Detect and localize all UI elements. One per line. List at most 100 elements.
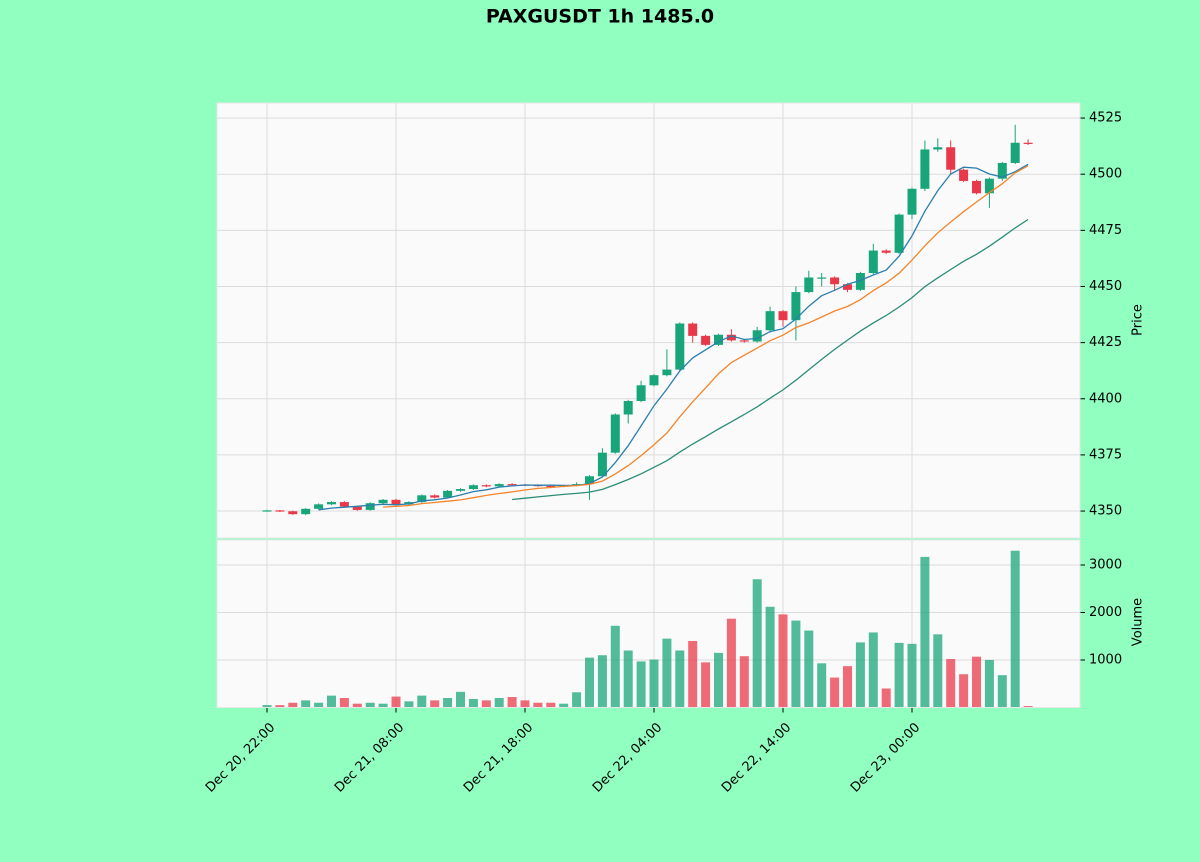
candle-body	[804, 277, 814, 293]
volume-bar	[959, 674, 969, 708]
volume-bar	[378, 703, 388, 708]
volume-axis-label: Volume	[1131, 598, 1146, 646]
candle-body	[894, 214, 904, 253]
candle-body	[481, 485, 491, 487]
volume-bar	[894, 642, 904, 708]
price-panel	[217, 103, 1080, 538]
candle-body	[726, 334, 736, 341]
candle-body	[262, 510, 272, 512]
volume-bar	[262, 705, 272, 708]
candle-body	[494, 484, 504, 487]
volume-bar	[907, 643, 917, 708]
volume-bar	[855, 642, 865, 708]
chart-title: PAXGUSDT 1h 1485.0	[486, 6, 714, 28]
candle-body	[391, 499, 401, 505]
moving-average-line	[318, 163, 1029, 511]
candle-body	[933, 147, 943, 150]
candle-body	[1023, 142, 1033, 144]
y-tick-label: 4475	[1089, 223, 1122, 238]
volume-bar	[494, 697, 504, 708]
volume-bar	[933, 634, 943, 708]
volume-bar	[572, 692, 582, 708]
volume-bar	[675, 650, 685, 708]
candle-body	[339, 502, 349, 507]
y-tick-label: 4350	[1089, 504, 1122, 519]
volume-bar	[817, 663, 827, 708]
candle-body	[623, 401, 633, 415]
volume-bar	[507, 697, 517, 708]
candle-body	[649, 375, 659, 386]
y-tick-label: 4400	[1089, 391, 1122, 406]
candle-body	[881, 250, 891, 253]
volume-bar	[339, 697, 349, 708]
y-tick-label: 4375	[1089, 447, 1122, 462]
volume-bar	[468, 698, 478, 708]
y-axis-label: Price	[1131, 304, 1146, 336]
volume-bar	[559, 703, 569, 708]
volume-bar	[804, 630, 814, 708]
y-tick-label: 4450	[1089, 279, 1122, 294]
volume-bar	[597, 655, 607, 708]
volume-bar	[430, 700, 440, 708]
volume-bar	[443, 697, 453, 708]
volume-bar	[546, 702, 556, 708]
candle-body	[752, 330, 762, 342]
candle-body	[701, 335, 711, 345]
candle-body	[868, 250, 878, 274]
price-frame	[216, 102, 1081, 539]
y-tick-label: 4425	[1089, 335, 1122, 350]
volume-bar	[752, 579, 762, 708]
candle-body	[843, 284, 852, 290]
candle-body	[830, 277, 840, 285]
volume-bar	[404, 701, 414, 708]
candle-body	[443, 490, 453, 498]
volume-bar	[391, 696, 401, 708]
moving-average-line	[512, 218, 1029, 501]
candle-body	[546, 485, 556, 488]
candle-body	[314, 504, 324, 509]
volume-bar	[765, 606, 775, 708]
candle-body	[997, 162, 1007, 179]
candle-body	[327, 502, 336, 505]
volume-bar	[830, 677, 840, 708]
candle-body	[597, 452, 607, 477]
volume-bar	[352, 703, 362, 708]
candle-body	[765, 311, 775, 331]
candle-body	[301, 508, 311, 515]
candle-body	[817, 277, 827, 279]
volume-bar	[920, 556, 930, 708]
volume-bar	[714, 652, 723, 708]
candle-body	[662, 369, 672, 376]
candle-body	[778, 311, 788, 321]
volume-bar	[275, 705, 285, 708]
volume-bar	[288, 702, 298, 708]
candle-body	[1010, 142, 1020, 163]
volume-bar	[610, 625, 620, 708]
volume-bar	[520, 700, 530, 708]
candle-body	[636, 385, 646, 402]
volume-bar	[881, 688, 891, 708]
candle-body	[855, 273, 865, 290]
volume-bar	[662, 638, 672, 708]
candle-body	[417, 495, 427, 503]
volume-bar	[623, 650, 633, 708]
y-tick-label: 4525	[1089, 111, 1122, 126]
candle-body	[585, 476, 594, 485]
candle-body	[404, 502, 414, 505]
volume-bar	[585, 657, 594, 708]
candle-body	[946, 147, 956, 170]
volume-bar	[456, 691, 465, 708]
candle-body	[456, 489, 465, 491]
candle-body	[378, 499, 388, 504]
candle-body	[365, 503, 375, 510]
candle-body	[972, 180, 981, 194]
y-tick-label: 4500	[1089, 167, 1122, 182]
volume-bar	[327, 695, 336, 708]
volume-bar	[1023, 706, 1033, 708]
volume-bar	[843, 666, 852, 708]
candle-body	[610, 414, 620, 453]
y-tick-label: 3000	[1089, 557, 1122, 572]
candle-body	[275, 510, 285, 512]
